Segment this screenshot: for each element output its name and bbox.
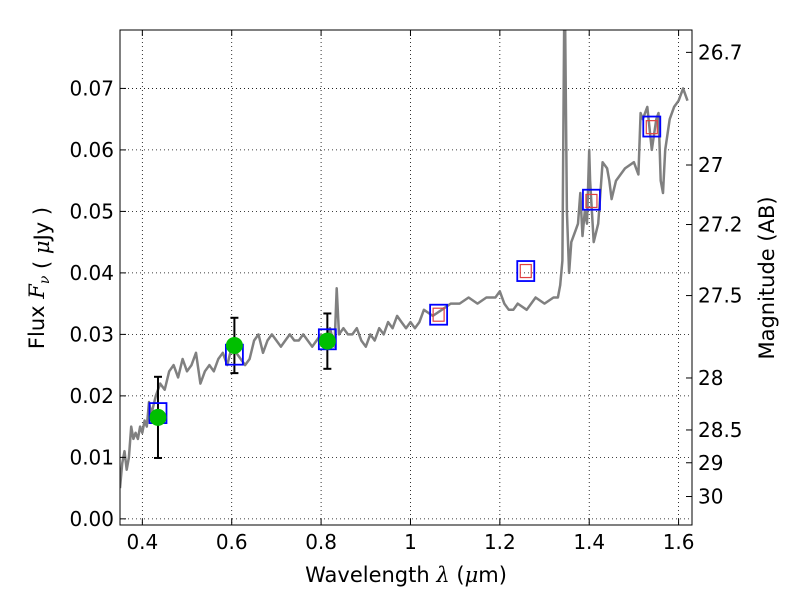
x-axis-title: Wavelength λ (μm): [305, 563, 507, 587]
y2-tick-label: 27.2: [698, 213, 743, 237]
y-tick-label: 0.03: [69, 322, 114, 346]
y2-axis-title: Magnitude (AB): [755, 196, 779, 359]
y-axis: 0.00 0.01 0.02 0.03 0.04 0.05 0.06 0.07: [69, 76, 126, 531]
x-tick-label: 1.6: [663, 530, 695, 554]
y-axis-title: Flux Fν ( μJy ): [25, 207, 54, 349]
y2-tick-label: 30: [698, 485, 723, 509]
red-square-marker: [519, 263, 532, 279]
y2-tick-label: 26.7: [698, 40, 743, 64]
y2-axis: 26.7 27 27.2 27.5 28 28.5 29 30: [686, 40, 743, 509]
x-tick-label: 1.4: [573, 530, 605, 554]
y-tick-label: 0.04: [69, 261, 114, 285]
y-tick-label: 0.00: [69, 507, 114, 531]
red-square-marker: [645, 120, 658, 135]
series-layer: [120, 30, 689, 489]
x-tick-label: 0.6: [216, 530, 248, 554]
x-tick-label: 0.4: [126, 530, 158, 554]
blue-square-marker: [516, 260, 536, 282]
y-tick-label: 0.02: [69, 384, 114, 408]
green-point: [318, 332, 336, 350]
blue-square-marker: [582, 188, 601, 211]
green-point: [149, 408, 167, 426]
x-tick-label: 1.2: [484, 530, 516, 554]
y2-tick-label: 29: [698, 451, 723, 475]
model-spectrum-line: [120, 30, 689, 489]
x-axis: 0.4 0.6 0.8 1 1.2 1.4 1.6: [126, 30, 695, 554]
blue-square-marker: [642, 115, 662, 138]
y-tick-label: 0.01: [69, 445, 114, 469]
y2-tick-label: 27: [698, 153, 723, 177]
x-tick-label: 0.8: [305, 530, 337, 554]
red-square-marker: [432, 307, 445, 322]
plot-frame: [119, 29, 693, 526]
green-point: [225, 336, 243, 354]
y-tick-label: 0.07: [69, 76, 114, 100]
y2-tick-label: 28: [698, 366, 723, 390]
blue-square-marker: [429, 303, 449, 326]
y2-tick-label: 28.5: [698, 418, 743, 442]
y-tick-label: 0.05: [69, 199, 114, 223]
grid-lines: [120, 30, 692, 525]
red-square-marker: [585, 193, 598, 209]
x-tick-label: 1: [404, 530, 417, 554]
plot-area: [120, 30, 689, 489]
y2-tick-label: 27.5: [698, 284, 743, 308]
y-tick-label: 0.06: [69, 138, 114, 162]
